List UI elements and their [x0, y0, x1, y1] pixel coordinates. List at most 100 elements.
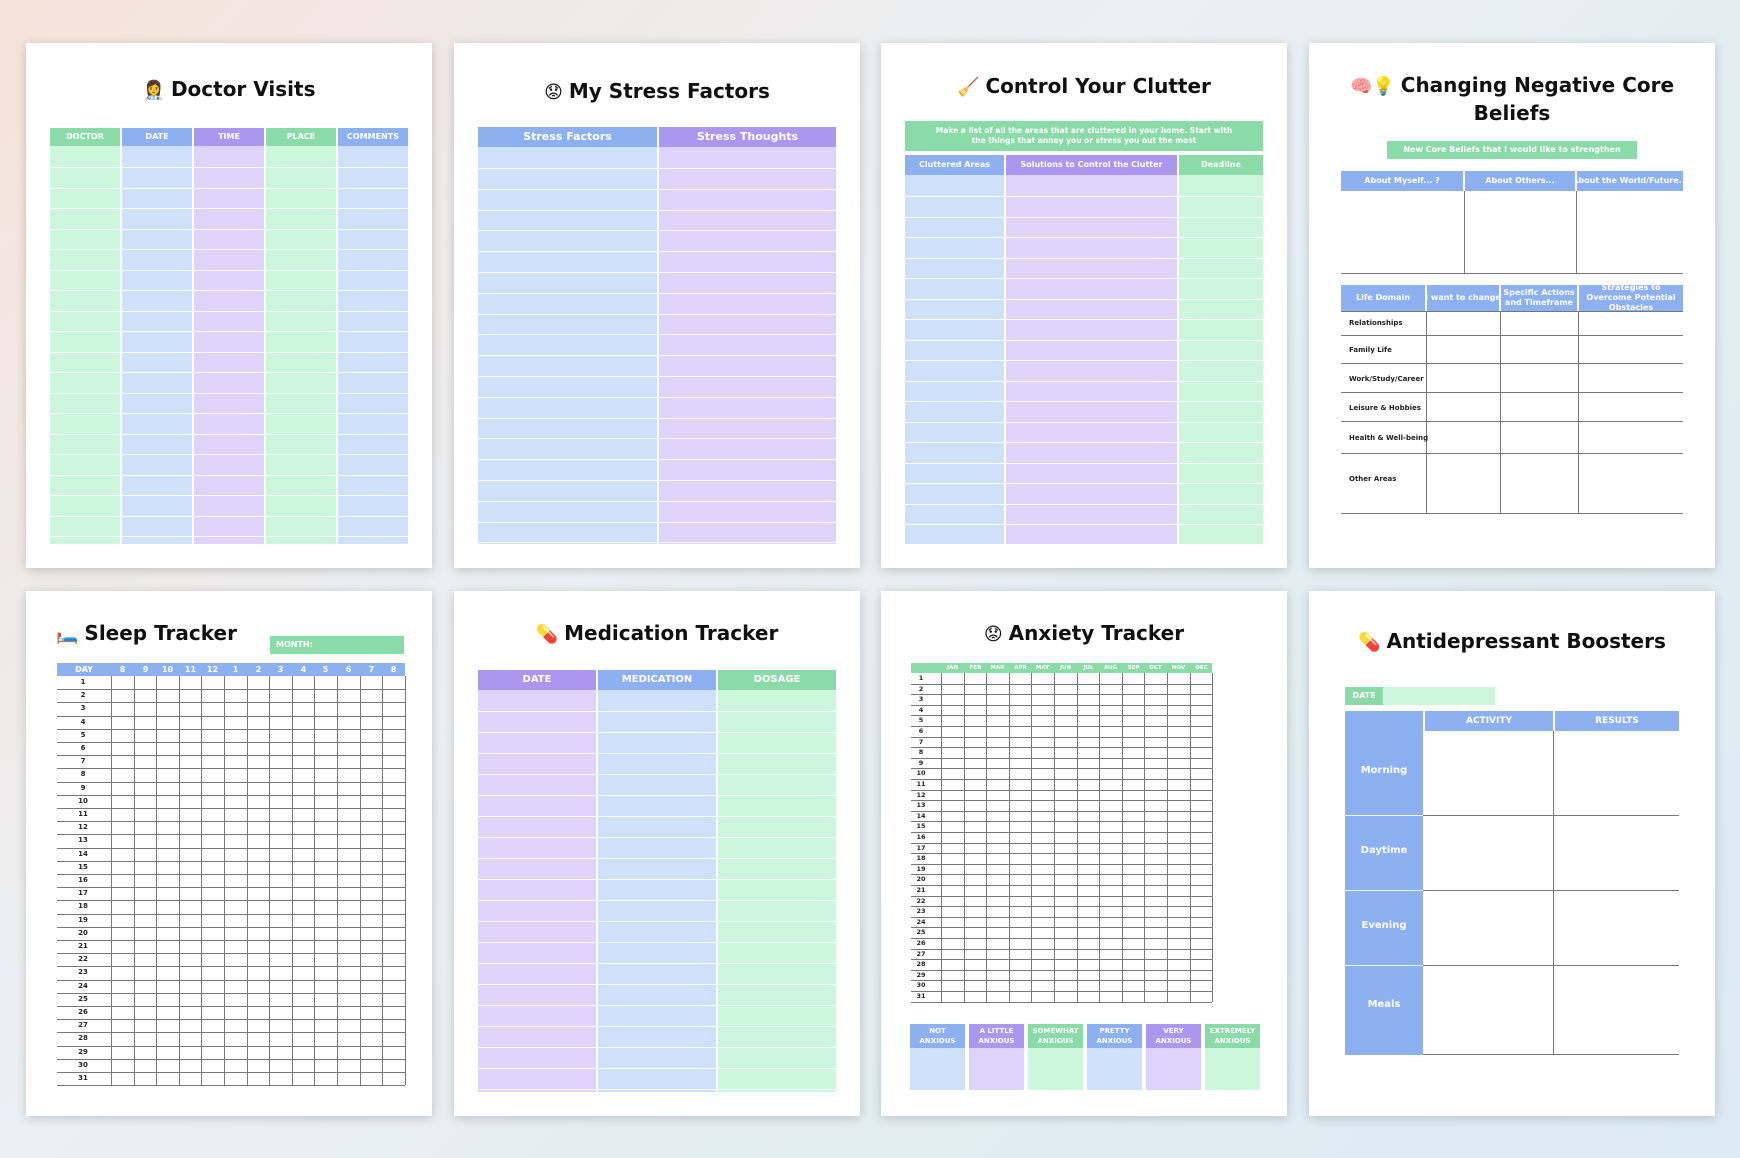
- grid-line: [911, 1002, 1212, 1003]
- clutter-title-text: Control Your Clutter: [985, 74, 1211, 98]
- table-row-line: [478, 1089, 836, 1090]
- time-column: [194, 128, 264, 544]
- hour-header: 1: [224, 663, 247, 676]
- table-row-line: [50, 393, 408, 394]
- grid-line: [57, 980, 405, 981]
- hour-header: 8: [111, 663, 134, 676]
- table-row-line: [478, 376, 836, 377]
- grid-line: [1341, 453, 1683, 454]
- domain-leisure: Leisure & Hobbies: [1349, 404, 1421, 412]
- grid-line: [1190, 673, 1191, 1002]
- grid-line: [911, 885, 1212, 886]
- doctor-visits-title-text: Doctor Visits: [170, 77, 316, 101]
- grid-line: [1341, 311, 1683, 312]
- grid-line: [986, 673, 987, 1002]
- table-row-line: [478, 984, 836, 985]
- about-world-header: About the World/Future...: [1577, 171, 1683, 191]
- day-number: 21: [916, 886, 926, 894]
- hour-header: 9: [134, 663, 157, 676]
- divider: [1553, 731, 1554, 1055]
- day-number: 27: [78, 1021, 88, 1029]
- grid-line: [911, 906, 1212, 907]
- table-row-line: [50, 270, 408, 271]
- table-row-line: [905, 483, 1263, 484]
- divider: [1345, 965, 1423, 966]
- time-of-day-column: [1345, 711, 1423, 1055]
- month-header: SEP: [1127, 665, 1140, 671]
- table-row-line: [50, 229, 408, 230]
- hour-header: 6: [337, 663, 360, 676]
- table-row-line: [905, 381, 1263, 382]
- table-row-line: [478, 542, 836, 543]
- table-row-line: [50, 290, 408, 291]
- table-row-line: [478, 711, 836, 712]
- comments-column: [338, 128, 408, 544]
- about-others-header: About Others...: [1465, 171, 1575, 191]
- date-column: [122, 128, 192, 544]
- grid-line: [1054, 673, 1055, 1002]
- grid-line: [57, 755, 405, 756]
- new-core-beliefs-banner: New Core Beliefs that I would like to st…: [1387, 141, 1637, 159]
- table-row-line: [478, 522, 836, 523]
- medication-tracker-page: 💊 Medication Tracker DATE MEDICATION DOSA…: [454, 591, 860, 1116]
- month-header: JAN: [947, 665, 958, 671]
- day-number: 28: [78, 1034, 88, 1042]
- cluttered-areas-header: Cluttered Areas: [905, 155, 1004, 175]
- grid-line: [911, 843, 1212, 844]
- grid-line: [911, 896, 1212, 897]
- table-row-line: [905, 196, 1263, 197]
- day-number: 6: [80, 744, 86, 752]
- table-row-line: [478, 816, 836, 817]
- day-number: 17: [78, 889, 88, 897]
- grid-line: [57, 1072, 405, 1073]
- divider: [1341, 273, 1683, 274]
- grid-line: [1341, 513, 1683, 514]
- table-row-line: [50, 167, 408, 168]
- anxious-face-icon: 😟: [983, 624, 1003, 645]
- core-beliefs-page: 🧠💡 Changing Negative Core Beliefs New Cor…: [1309, 43, 1715, 568]
- grid-line: [57, 966, 405, 967]
- day-number: 17: [916, 844, 926, 852]
- anxiety-level-label: NOT ANXIOUS: [910, 1024, 965, 1048]
- stress-factors-title: 😟 My Stress Factors: [454, 79, 860, 103]
- grid-line: [111, 676, 112, 1085]
- date-field[interactable]: [1383, 687, 1495, 705]
- anxiety-level-label: PRETTY ANXIOUS: [1087, 1024, 1142, 1048]
- hour-header: 12: [201, 663, 224, 676]
- day-number: 26: [78, 1008, 88, 1016]
- day-number: 27: [916, 950, 926, 958]
- domain-other: Other Areas: [1349, 475, 1397, 483]
- table-row-line: [478, 1047, 836, 1048]
- broom-icon: 🧹: [957, 77, 980, 98]
- day-number: 3: [918, 695, 924, 703]
- grid-line: [247, 676, 248, 1085]
- grid-line: [405, 676, 406, 1085]
- table-row-line: [905, 524, 1263, 525]
- grid-line: [911, 853, 1212, 854]
- medication-column: [598, 670, 716, 1092]
- table-row-line: [478, 189, 836, 190]
- table-row-line: [905, 217, 1263, 218]
- day-number: 14: [916, 812, 926, 820]
- dosage-header: DOSAGE: [718, 670, 836, 690]
- day-number: 18: [916, 854, 926, 862]
- anxiety-level-swatch: [1205, 1048, 1260, 1090]
- evening-label: Evening: [1361, 920, 1407, 931]
- day-number: 2: [918, 685, 924, 693]
- month-field[interactable]: MONTH:: [270, 636, 404, 654]
- table-row-line: [478, 963, 836, 964]
- grid-line: [57, 953, 405, 954]
- table-row-line: [50, 249, 408, 250]
- grid-line: [911, 747, 1212, 748]
- anxiety-tracker-page: 😟 Anxiety Tracker JAN FEB MAR APR MAY JUN JUL AU…: [881, 591, 1287, 1116]
- grid-line: [1122, 673, 1123, 1002]
- day-number: 11: [78, 810, 88, 818]
- stress-thoughts-column: [659, 127, 836, 544]
- day-number: 1: [918, 674, 924, 682]
- day-number: 8: [918, 748, 924, 756]
- medication-header: MEDICATION: [598, 670, 716, 690]
- grid-line: [1341, 392, 1683, 393]
- day-number: 31: [78, 1074, 88, 1082]
- table-row-line: [478, 418, 836, 419]
- day-number: 20: [916, 875, 926, 883]
